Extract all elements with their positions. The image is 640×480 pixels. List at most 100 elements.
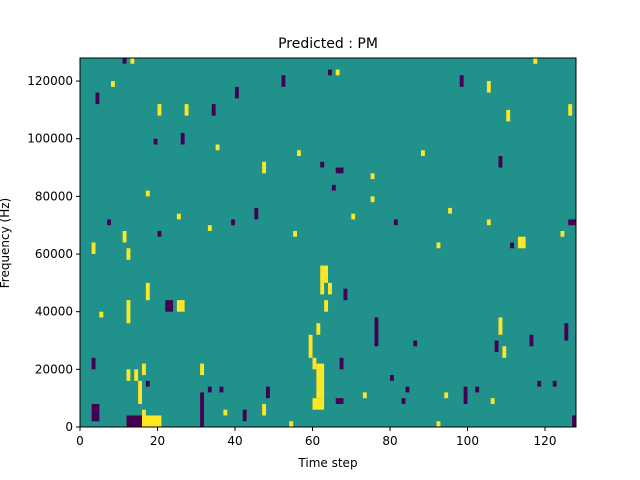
heatmap-cell — [401, 398, 406, 404]
heatmap-cell — [568, 219, 576, 226]
heatmap-cell — [560, 230, 565, 237]
plot-area — [79, 57, 577, 428]
heatmap-cell — [320, 282, 325, 295]
x-tick-label: 120 — [534, 434, 557, 448]
heatmap-cell — [107, 219, 112, 226]
heatmap-cell — [262, 161, 267, 174]
heatmap-cell — [312, 357, 317, 370]
y-axis-label: Frequency (Hz) — [0, 198, 12, 289]
heatmap-cell — [475, 386, 480, 393]
heatmap-cell — [207, 225, 212, 231]
heatmap-cell — [390, 375, 394, 381]
heatmap-cell — [165, 300, 173, 312]
heatmap-cell — [293, 230, 298, 237]
heatmap-cell — [498, 317, 503, 335]
heatmap-cell — [281, 75, 286, 87]
x-tick-label: 20 — [150, 434, 165, 448]
heatmap-cell — [176, 213, 181, 220]
heatmap-cell — [254, 207, 259, 220]
heatmap-cell — [494, 340, 499, 353]
y-tick-label: 20000 — [35, 362, 73, 376]
heatmap-cell — [126, 369, 131, 381]
y-axis: 0 20000 40000 60000 80000 100000 120000 — [27, 74, 80, 434]
heatmap-cell — [498, 156, 503, 168]
heatmap-cell — [328, 69, 332, 76]
heatmap-cell — [324, 300, 329, 312]
x-tick-label: 0 — [76, 434, 84, 448]
x-tick-label: 40 — [227, 434, 242, 448]
heatmap-cell — [95, 92, 100, 105]
heatmap-cell — [572, 415, 577, 427]
heatmap-cell — [308, 334, 313, 358]
y-tick-label: 80000 — [35, 189, 73, 203]
heatmap-cell — [145, 282, 150, 301]
heatmap-cell — [200, 363, 205, 376]
heatmap-cell — [335, 69, 340, 76]
heatmap-cell — [413, 340, 418, 347]
heatmap-cell — [568, 104, 573, 116]
heatmap-cell — [153, 138, 158, 145]
heatmap-cell — [502, 346, 507, 358]
heatmap-cell — [91, 242, 96, 255]
heatmap-cell — [537, 380, 542, 387]
heatmap-cell — [331, 184, 336, 191]
heatmap-cell — [459, 75, 464, 87]
heatmap-cell — [184, 104, 189, 116]
heatmap-cell — [436, 421, 441, 427]
heatmap-cell — [343, 288, 348, 301]
heatmap-cell — [320, 161, 325, 168]
heatmap-cell — [157, 104, 162, 116]
heatmap-cell — [99, 311, 104, 318]
heatmap-cell — [533, 58, 538, 64]
y-tick-label: 120000 — [27, 74, 73, 88]
heatmap-cell — [312, 398, 325, 410]
y-tick-label: 100000 — [27, 132, 73, 146]
heatmap-cell — [393, 219, 398, 226]
heatmap-cell — [486, 81, 491, 93]
heatmap-cell — [262, 403, 267, 416]
y-tick-label: 60000 — [35, 247, 73, 261]
heatmap-cell — [122, 230, 127, 243]
heatmap-cell — [130, 58, 135, 64]
heatmap-cell — [142, 415, 162, 427]
heatmap-cell — [157, 230, 162, 237]
heatmap-cell — [436, 242, 441, 249]
heatmap-cells — [91, 58, 577, 427]
x-tick-label: 60 — [305, 434, 320, 448]
heatmap-cell — [138, 380, 143, 404]
heatmap-cell — [444, 392, 449, 399]
heatmap-cell — [200, 392, 205, 427]
y-tick-label: 0 — [65, 420, 73, 434]
chart-title: Predicted : PM — [278, 36, 378, 52]
heatmap-cell — [266, 386, 270, 399]
heatmap-cell — [297, 150, 301, 157]
heatmap-cell — [370, 173, 375, 180]
heatmap-cell — [370, 196, 375, 203]
x-tick-label: 80 — [382, 434, 397, 448]
heatmap-cell — [126, 415, 142, 427]
y-tick-label: 40000 — [35, 305, 73, 319]
heatmap-cell — [142, 363, 146, 376]
plot-frame — [79, 57, 577, 428]
heatmap-cell — [122, 58, 127, 64]
heatmap-cell — [486, 219, 491, 226]
x-axis: 0 20 40 60 80 100 120 — [76, 427, 556, 448]
heatmap-cell — [215, 144, 220, 151]
x-axis-label: Time step — [297, 456, 357, 470]
heatmap-cell — [448, 207, 453, 214]
heatmap-cell — [552, 380, 557, 387]
heatmap-background — [80, 58, 576, 427]
heatmap-cell — [180, 132, 185, 145]
heatmap-cell — [335, 167, 344, 174]
heatmap-cell — [235, 86, 239, 99]
heatmap-cell — [517, 236, 526, 249]
heatmap-cell — [339, 357, 344, 370]
heatmap-cell — [219, 386, 224, 393]
heatmap-cell — [529, 334, 534, 347]
heatmap-cell — [134, 369, 139, 381]
heatmap-cell — [211, 104, 216, 116]
heatmap-cell — [223, 409, 228, 416]
heatmap-cell — [362, 392, 367, 399]
heatmap-cell — [320, 265, 328, 283]
heatmap-cell — [145, 190, 150, 197]
